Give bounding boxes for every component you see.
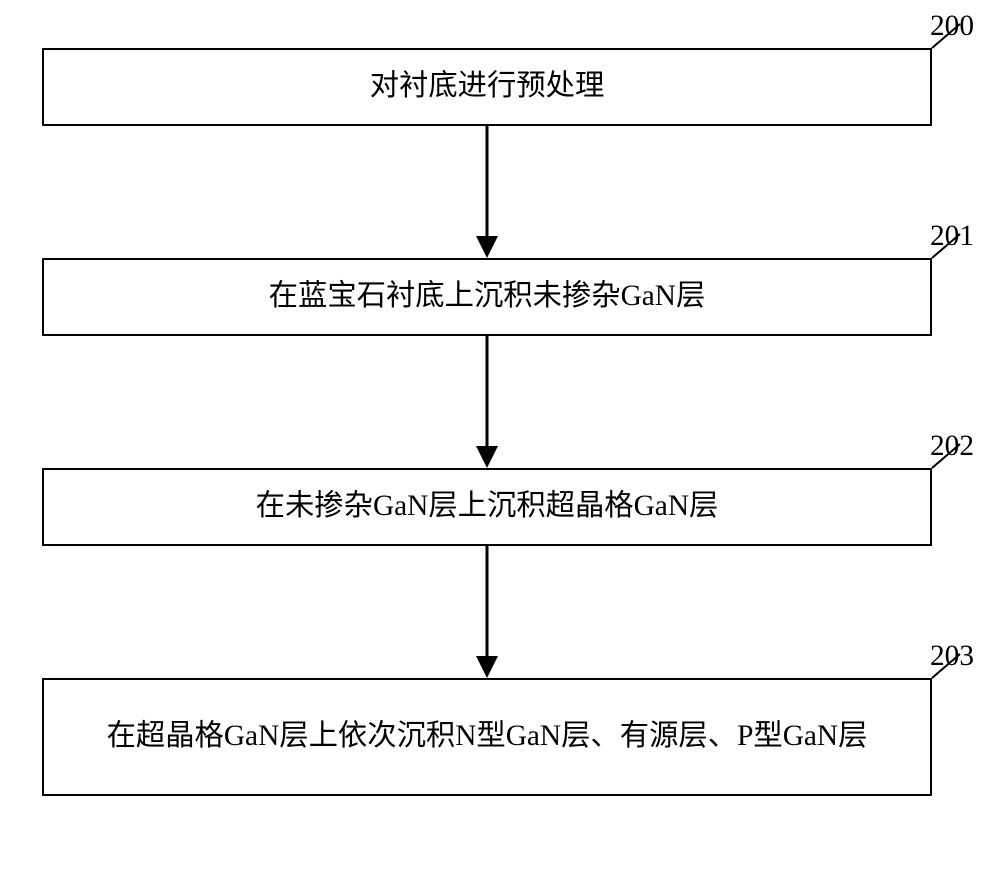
leader-line bbox=[932, 234, 962, 260]
flowchart-step-text: 在蓝宝石衬底上沉积未掺杂GaN层 bbox=[269, 275, 706, 319]
flowchart-step-box: 对衬底进行预处理 bbox=[42, 48, 932, 126]
flowchart-arrow bbox=[474, 126, 500, 258]
flowchart-step-text: 在超晶格GaN层上依次沉积N型GaN层、有源层、P型GaN层 bbox=[107, 715, 868, 759]
flowchart-arrow bbox=[474, 546, 500, 678]
flowchart-canvas: 对衬底进行预处理200在蓝宝石衬底上沉积未掺杂GaN层201在未掺杂GaN层上沉… bbox=[0, 0, 1000, 895]
flowchart-step-text: 在未掺杂GaN层上沉积超晶格GaN层 bbox=[256, 485, 719, 529]
leader-line bbox=[932, 24, 962, 50]
leader-line bbox=[932, 444, 962, 470]
flowchart-step-text: 对衬底进行预处理 bbox=[370, 65, 605, 109]
leader-line bbox=[932, 654, 962, 680]
flowchart-step-box: 在未掺杂GaN层上沉积超晶格GaN层 bbox=[42, 468, 932, 546]
flowchart-step-box: 在蓝宝石衬底上沉积未掺杂GaN层 bbox=[42, 258, 932, 336]
flowchart-step-box: 在超晶格GaN层上依次沉积N型GaN层、有源层、P型GaN层 bbox=[42, 678, 932, 796]
flowchart-arrow bbox=[474, 336, 500, 468]
